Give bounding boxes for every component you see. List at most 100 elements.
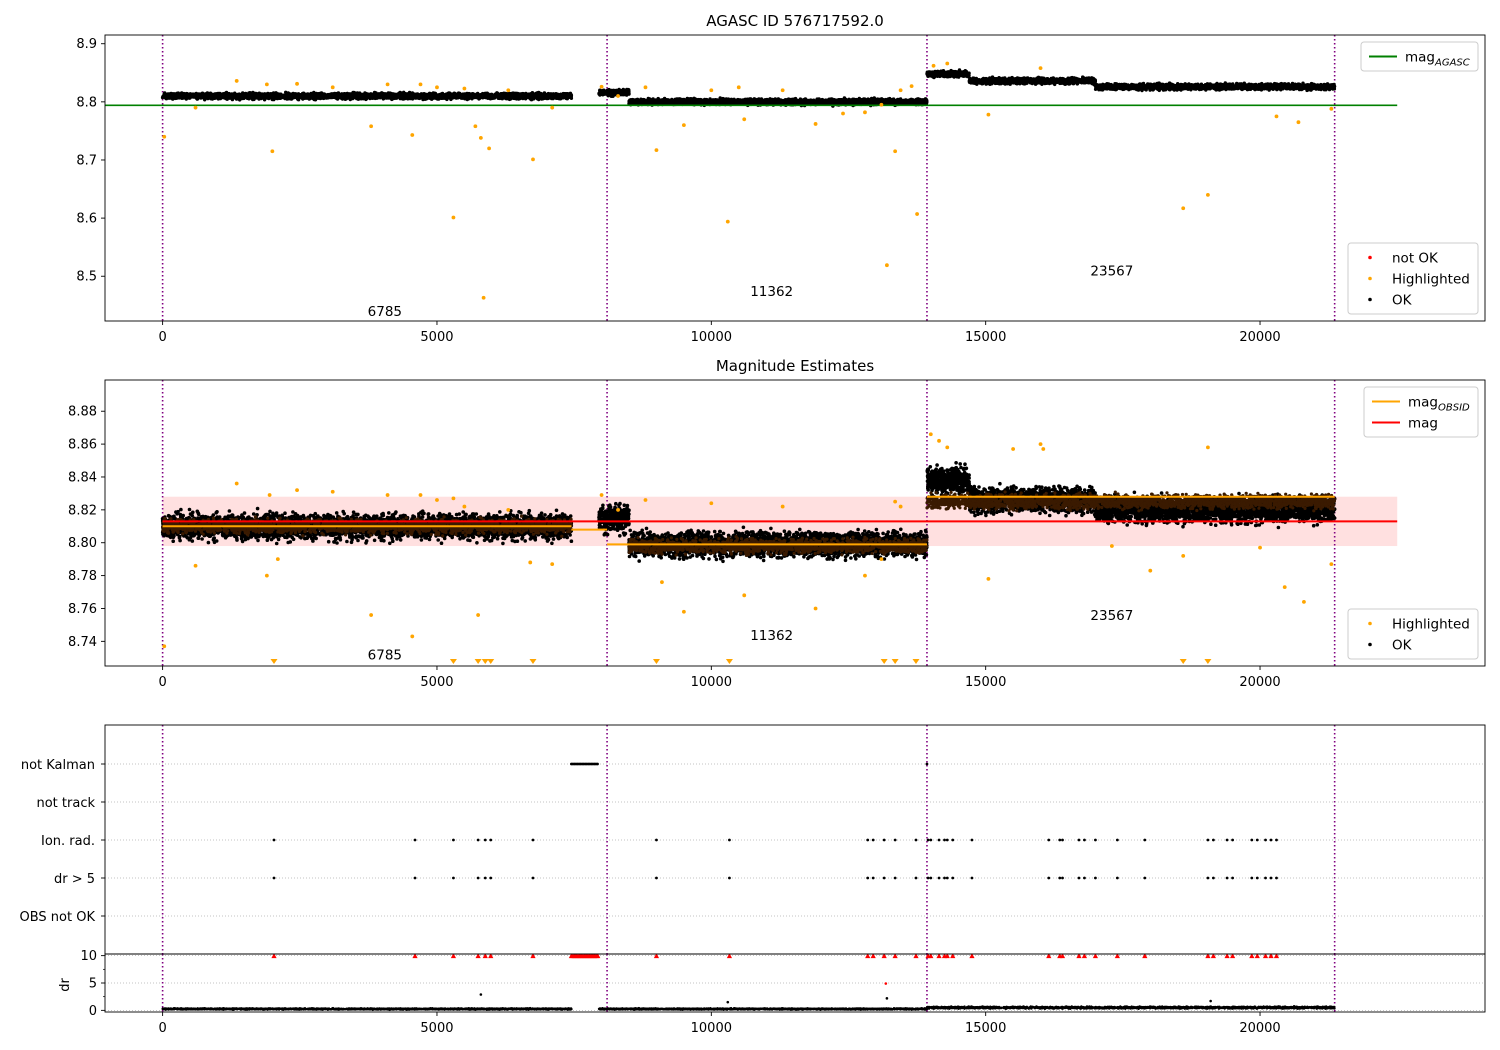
data-point-ok xyxy=(218,93,222,97)
data-point-ok xyxy=(380,94,385,99)
data-point-ok xyxy=(562,92,567,96)
data-point-ok xyxy=(202,93,206,97)
data-point-ok xyxy=(243,94,247,98)
data-point-ok xyxy=(327,94,331,99)
data-point-ok xyxy=(466,95,470,99)
data-point-ok xyxy=(265,96,270,100)
data-point-ok xyxy=(314,91,318,96)
data-point-ok xyxy=(524,91,528,96)
data-point-ok xyxy=(515,93,519,98)
data-point-ok xyxy=(598,89,602,93)
data-point-ok xyxy=(224,96,229,100)
data-point-ok xyxy=(370,93,375,97)
data-point-ok xyxy=(366,92,370,96)
data-point-ok xyxy=(202,96,206,101)
data-point-ok xyxy=(376,94,380,98)
data-point-ok xyxy=(239,96,243,101)
data-point-ok xyxy=(229,94,233,99)
data-point-ok xyxy=(530,96,534,100)
data-point-ok xyxy=(393,95,398,99)
data-point-ok xyxy=(564,95,568,99)
data-point-ok xyxy=(622,89,627,93)
data-point-ok xyxy=(485,94,490,99)
data-point-ok xyxy=(258,95,262,99)
data-point-ok xyxy=(251,92,256,96)
data-point-ok xyxy=(370,96,374,100)
data-point-ok xyxy=(619,90,624,95)
data-point-ok xyxy=(339,94,344,99)
data-point-ok xyxy=(539,94,543,99)
data-point-ok xyxy=(402,95,406,99)
data-point-ok xyxy=(507,95,511,100)
data-point-ok xyxy=(171,95,175,100)
data-point-ok xyxy=(534,94,538,99)
data-point-ok xyxy=(567,95,572,100)
data-point-ok xyxy=(384,92,389,96)
data-point-ok xyxy=(248,91,252,95)
data-point-ok xyxy=(362,93,366,97)
data-point-ok xyxy=(184,97,188,101)
data-point-ok xyxy=(249,95,253,99)
data-point-ok xyxy=(319,96,324,100)
data-point-ok xyxy=(453,95,457,100)
data-point-ok xyxy=(503,94,508,98)
data-point-ok xyxy=(274,95,279,99)
data-point-ok xyxy=(269,93,274,97)
data-point-ok xyxy=(552,95,556,99)
data-point-ok xyxy=(440,95,444,100)
data-point-ok xyxy=(388,96,393,100)
data-point-ok xyxy=(295,94,299,98)
data-point-ok xyxy=(413,96,418,100)
data-point-ok xyxy=(452,91,456,95)
data-point-ok xyxy=(305,93,310,98)
data-point-ok xyxy=(264,92,268,97)
data-point-ok xyxy=(188,93,193,97)
data-point-ok xyxy=(345,91,349,96)
data-point-ok xyxy=(602,88,606,92)
data-point-ok xyxy=(510,92,514,97)
data-point-ok xyxy=(235,93,239,97)
data-point-ok xyxy=(529,93,534,97)
data-point-ok xyxy=(615,90,620,94)
data-point-ok xyxy=(309,91,313,96)
data-point-ok xyxy=(437,94,441,98)
data-point-ok xyxy=(179,95,183,99)
data-point-ok xyxy=(612,91,616,95)
data-point-ok xyxy=(421,97,425,102)
data-point-ok xyxy=(545,94,550,98)
data-point-ok xyxy=(221,94,226,98)
data-point-ok xyxy=(558,92,563,97)
data-point-ok xyxy=(497,94,501,98)
data-point-ok xyxy=(551,92,555,96)
data-point-ok xyxy=(335,94,340,99)
data-point-ok xyxy=(298,94,302,98)
data-point-ok xyxy=(602,91,606,96)
data-point-ok xyxy=(392,92,396,96)
data-point-ok xyxy=(443,93,447,97)
data-point-ok xyxy=(192,94,197,98)
data-point-ok xyxy=(217,96,221,100)
data-point-ok xyxy=(410,94,414,98)
data-point-ok xyxy=(605,90,610,95)
data-point-ok xyxy=(417,94,421,98)
data-point-ok xyxy=(463,92,467,96)
data-point-ok xyxy=(480,95,485,100)
data-point-ok xyxy=(430,94,434,99)
data-point-ok xyxy=(301,91,306,95)
data-point-ok xyxy=(460,94,464,99)
data-point-ok xyxy=(356,94,360,99)
data-point-ok xyxy=(164,93,169,97)
data-point-ok xyxy=(313,97,317,101)
data-point-ok xyxy=(519,95,523,99)
data-point-ok xyxy=(279,94,284,98)
data-point-ok xyxy=(172,92,176,96)
data-point-ok xyxy=(555,96,559,100)
data-point-ok xyxy=(350,95,354,99)
data-point-ok xyxy=(288,95,292,100)
data-point-ok xyxy=(210,94,215,98)
data-point-ok xyxy=(491,96,496,100)
data-point-ok xyxy=(608,91,612,95)
